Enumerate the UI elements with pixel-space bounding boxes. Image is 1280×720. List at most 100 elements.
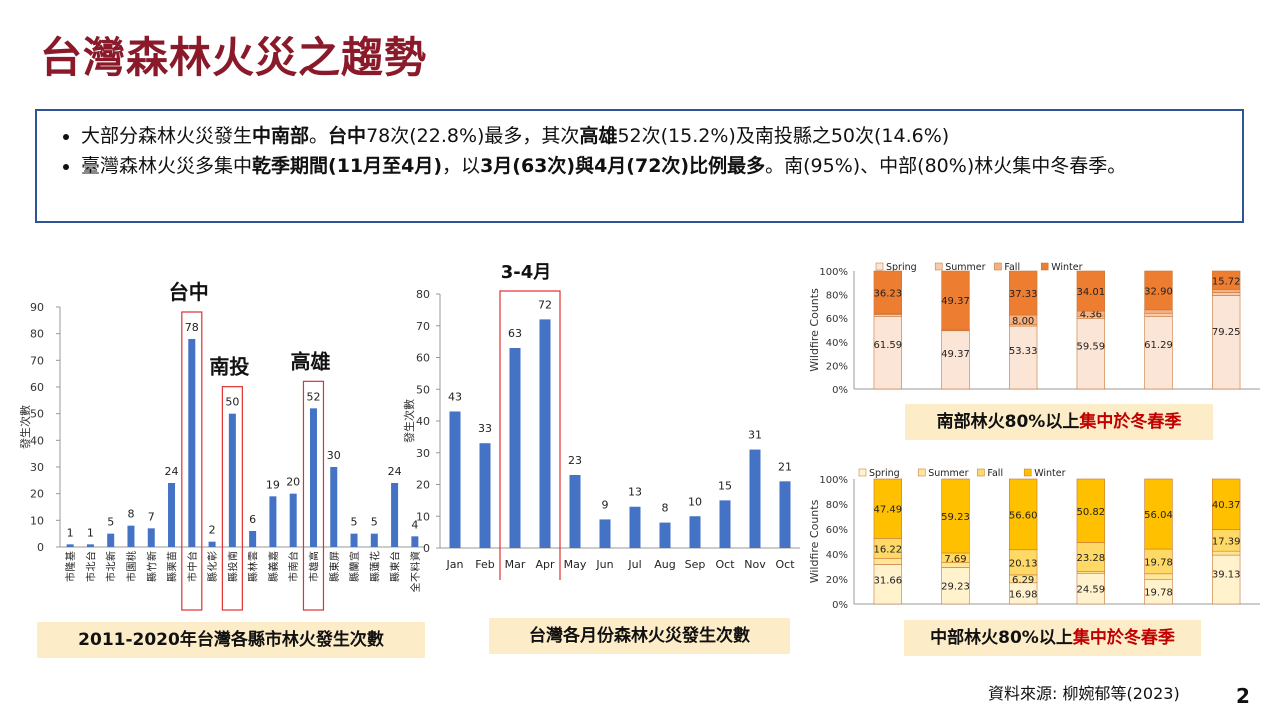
y-tick-label: 10 [416,510,430,523]
stack-segment [1144,578,1173,605]
y-tick-label: 80 [30,328,44,341]
y-tick-label: 20% [826,361,848,372]
bar [168,483,176,547]
highlight-box [181,311,203,611]
bar [249,531,257,547]
bar [689,516,701,548]
page-title: 台灣森林火災之趨勢 [40,33,428,82]
x-tick-label-char: 隆 [64,562,77,572]
bar [350,533,358,547]
data-label: 19.78 [1144,588,1173,599]
data-label: 59.59 [1077,341,1106,352]
data-label: 61.59 [874,340,903,351]
legend-swatch [875,262,884,271]
data-label: 29.23 [941,582,970,593]
bar [539,319,551,548]
x-tick-label-char: 市 [105,572,118,582]
data-label: 61.29 [1144,340,1173,351]
x-tick-label-char: 市 [84,572,97,582]
bar [779,481,791,548]
y-tick-label: 50 [30,408,44,421]
central-caption-red: 集中於冬春季 [1072,628,1175,648]
data-label: 63 [508,327,522,340]
y-tick-label: 80% [826,291,848,302]
x-tick-label: Jan [446,558,464,571]
monthly-fire-chart-svg: 0 10 20 30 40 50 60 70 80 發生次數 43 Jan 33 Feb 63 Mar 72 Ap… [402,262,800,582]
stack-segment [1144,270,1173,311]
x-tick-label-char: 不 [411,572,422,582]
x-tick-label: Oct [715,558,735,571]
bar [107,533,115,547]
data-label: 10 [688,495,702,508]
x-tick-label: May [564,558,587,571]
x-tick-label-char: 南 [287,562,300,572]
bar [127,525,135,547]
highlight-box [221,386,243,611]
y-tick-label: 20% [826,575,848,586]
stack-segment [1144,573,1173,580]
x-tick-label-char: 東 [389,562,402,572]
highlight-label: 3-4月 [501,262,552,283]
data-label: 20 [286,476,300,489]
x-tick-label-char: 縣 [329,572,341,582]
x-tick-label-char: 新 [145,551,158,561]
summary-run: ，以 [442,155,481,177]
data-label: 24 [388,465,402,478]
data-label: 15 [718,479,732,492]
stack-segment [1008,549,1038,576]
y-tick-label: 0 [37,541,44,554]
x-tick-label-char: 縣 [146,572,158,582]
x-tick-label-char: 基 [64,551,77,561]
stack-segment [941,270,970,330]
data-label: 49.37 [941,349,970,360]
x-tick-label-char: 雲 [248,551,260,561]
y-tick-label: 0% [832,600,848,611]
y-tick-label: 10 [30,514,44,527]
highlight-label: 南投 [209,355,249,379]
x-tick-label-char: 中 [186,562,199,572]
summary-run: 台中 [328,125,367,147]
stack-segment [1144,316,1173,390]
summary-run: 3月(63次)與4月(72次)比例最多 [480,155,766,177]
data-label: 16.22 [874,545,903,556]
south-caption-plain: 南部林火80%以上 [936,412,1080,432]
y-tick-label: 60% [826,314,848,325]
bar [411,536,419,547]
summary-bullet-1: 大部分森林火災發生中南部。台中78次(22.8%)最多，其次高雄52次(15.2… [81,121,1226,151]
stack-segment [1211,478,1241,530]
y-axis-title: 發生次數 [402,399,416,443]
y-tick-label: 90 [30,301,44,314]
data-label: 5 [107,516,114,529]
stack-segment [1008,270,1038,316]
summary-run: 78次(22.8%)最多，其次 [366,125,580,147]
data-label: 31 [748,429,762,442]
legend-label: Winter [1034,468,1065,479]
x-tick-label-char: 義 [267,562,280,572]
summary-run: 臺灣森林火災多集中 [81,155,253,177]
x-tick-label-char: 東 [328,562,341,572]
data-label: 4.36 [1080,310,1102,321]
data-label: 6 [249,513,256,526]
south-chart-caption: 南部林火80%以上集中於冬春季 [905,404,1213,440]
y-tick-label: 60 [30,381,44,394]
data-label: 5 [351,516,358,529]
data-label: 16.98 [1009,589,1038,600]
highlight-label: 台中 [169,280,209,304]
summary-run: 乾季期間(11月至4月) [252,155,443,177]
x-tick-label-char: 宜 [348,551,361,561]
y-tick-label: 20 [30,488,44,501]
summary-bullet-1-text: 大部分森林火災發生中南部。台中78次(22.8%)最多，其次高雄52次(15.2… [81,125,949,147]
south-caption-red: 集中於冬春季 [1079,412,1182,432]
bar [330,467,338,547]
y-tick-label: 0 [423,542,430,555]
x-tick-label-char: 市 [186,572,199,582]
data-label: 1 [87,526,94,539]
monthly-fire-chart: 0 10 20 30 40 50 60 70 80 發生次數 43 Jan 33 Feb 63 Mar 72 Ap… [395,258,805,584]
data-label: 30 [327,449,341,462]
x-tick-label-char: 高 [307,551,320,561]
source-note: 資料來源: 柳婉郁等(2023) [988,684,1180,703]
legend-label: Summer [928,468,968,479]
x-tick-label-char: 縣 [369,572,381,582]
x-tick-label: Sep [685,558,706,571]
x-tick-label-char: 嘉 [267,551,280,561]
